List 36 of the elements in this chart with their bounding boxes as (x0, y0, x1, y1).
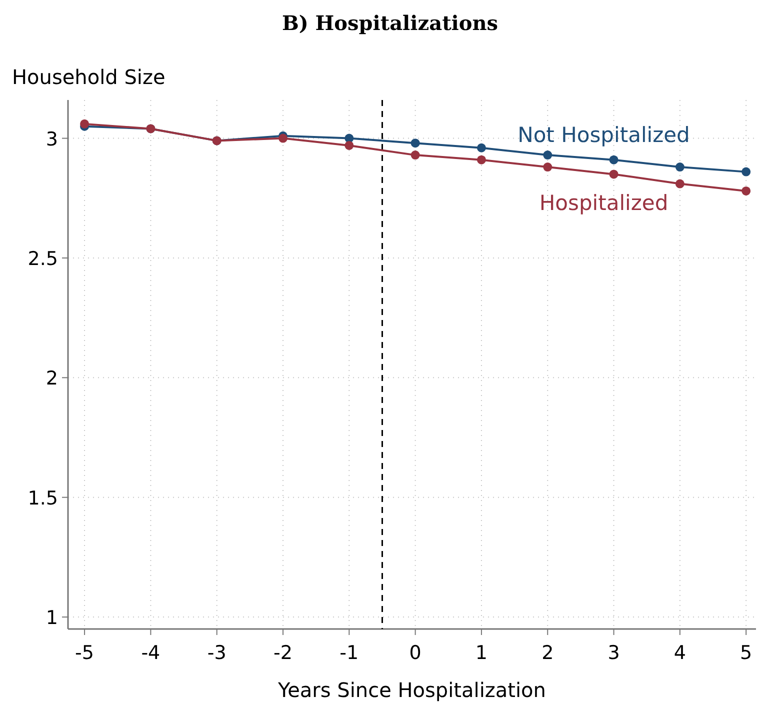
x-tick-label: 5 (740, 642, 752, 664)
point (410, 150, 420, 160)
series-label: Hospitalized (539, 191, 668, 216)
chart-title: B) Hospitalizations (282, 11, 498, 35)
point (543, 150, 552, 160)
point (742, 167, 751, 176)
y-tick-label: 1 (46, 607, 58, 630)
x-tick-label: 1 (475, 642, 488, 664)
point (80, 119, 90, 128)
x-tick-label: -5 (75, 642, 94, 664)
x-tick-label: 0 (409, 642, 422, 664)
point (742, 186, 751, 196)
point (543, 162, 552, 172)
point (609, 170, 618, 179)
point (675, 179, 684, 188)
point (278, 134, 288, 143)
x-tick-label: -3 (207, 642, 226, 664)
point (410, 138, 420, 148)
y-tick-label: 2 (46, 368, 58, 390)
series-label: Not Hospitalized (518, 122, 690, 147)
y-tick-label: 1.5 (28, 487, 58, 510)
point (609, 155, 618, 164)
x-tick-label: -2 (274, 642, 292, 664)
x-axis-title: Years Since Hospitalization (277, 678, 546, 702)
x-tick-label: 4 (674, 642, 686, 664)
y-tick-label: 3 (46, 128, 58, 150)
point (344, 140, 354, 150)
x-tick-label: -1 (340, 642, 359, 664)
x-tick-label: 2 (542, 642, 554, 664)
x-tick-label: 3 (608, 642, 620, 664)
x-tick-label: -4 (141, 642, 160, 664)
y-axis-title: Household Size (12, 65, 166, 89)
point (476, 155, 486, 164)
y-tick-label: 2.5 (28, 248, 58, 270)
point (476, 143, 486, 152)
point (675, 162, 684, 172)
